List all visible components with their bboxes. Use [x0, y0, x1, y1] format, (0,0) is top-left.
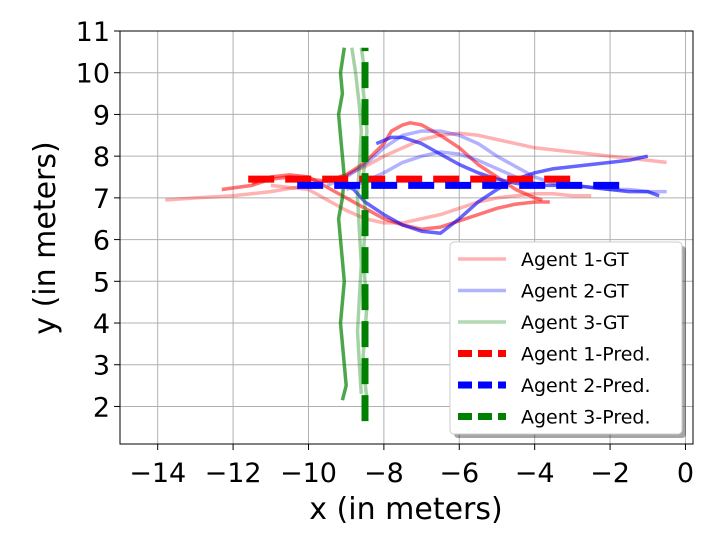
y-axis-label: y (in meters) [28, 141, 63, 334]
legend-label: Agent 3-GT [521, 312, 629, 334]
y-tick-label: 7 [93, 184, 110, 215]
legend-label: Agent 2-Pred. [521, 375, 651, 397]
y-tick-label: 9 [93, 100, 110, 131]
legend-label: Agent 2-GT [521, 281, 629, 303]
series-line [337, 154, 649, 236]
x-tick-label: 0 [677, 458, 694, 489]
y-tick-label: 10 [76, 59, 110, 90]
legend-box [449, 241, 683, 435]
y-tick-label: 8 [93, 142, 110, 173]
series-line [165, 131, 667, 202]
series-line [336, 47, 348, 401]
series-line [375, 135, 660, 198]
y-tick-label: 6 [93, 226, 110, 257]
y-tick-label: 4 [93, 309, 110, 340]
y-tick-label: 5 [93, 267, 110, 298]
x-tick-label: −2 [590, 458, 630, 489]
legend-label: Agent 1-GT [521, 249, 629, 271]
x-tick-label: −4 [515, 458, 555, 489]
x-tick-label: −10 [280, 458, 337, 489]
x-tick-label: −6 [439, 458, 479, 489]
x-tick-label: −14 [129, 458, 186, 489]
x-tick-label: −8 [364, 458, 404, 489]
x-axis-ticks: −14 −12 −10 −8 −6 −4 −2 0 [129, 444, 694, 489]
legend-label: Agent 1-Pred. [521, 344, 651, 366]
series-line [350, 47, 364, 395]
y-tick-label: 2 [93, 392, 110, 423]
plot-frame [119, 30, 694, 445]
legend-label: Agent 3-Pred. [521, 407, 651, 429]
y-tick-label: 11 [76, 17, 110, 48]
y-axis-ticks: 2 3 4 5 6 7 8 9 10 11 [76, 17, 120, 423]
series-group [165, 47, 667, 422]
x-axis-label: x (in meters) [309, 492, 502, 527]
x-tick-label: −12 [205, 458, 262, 489]
y-tick-label: 3 [93, 351, 110, 382]
legend: Agent 1-GT Agent 2-GT Agent 3-GT Agent 1-Pr… [449, 241, 686, 438]
